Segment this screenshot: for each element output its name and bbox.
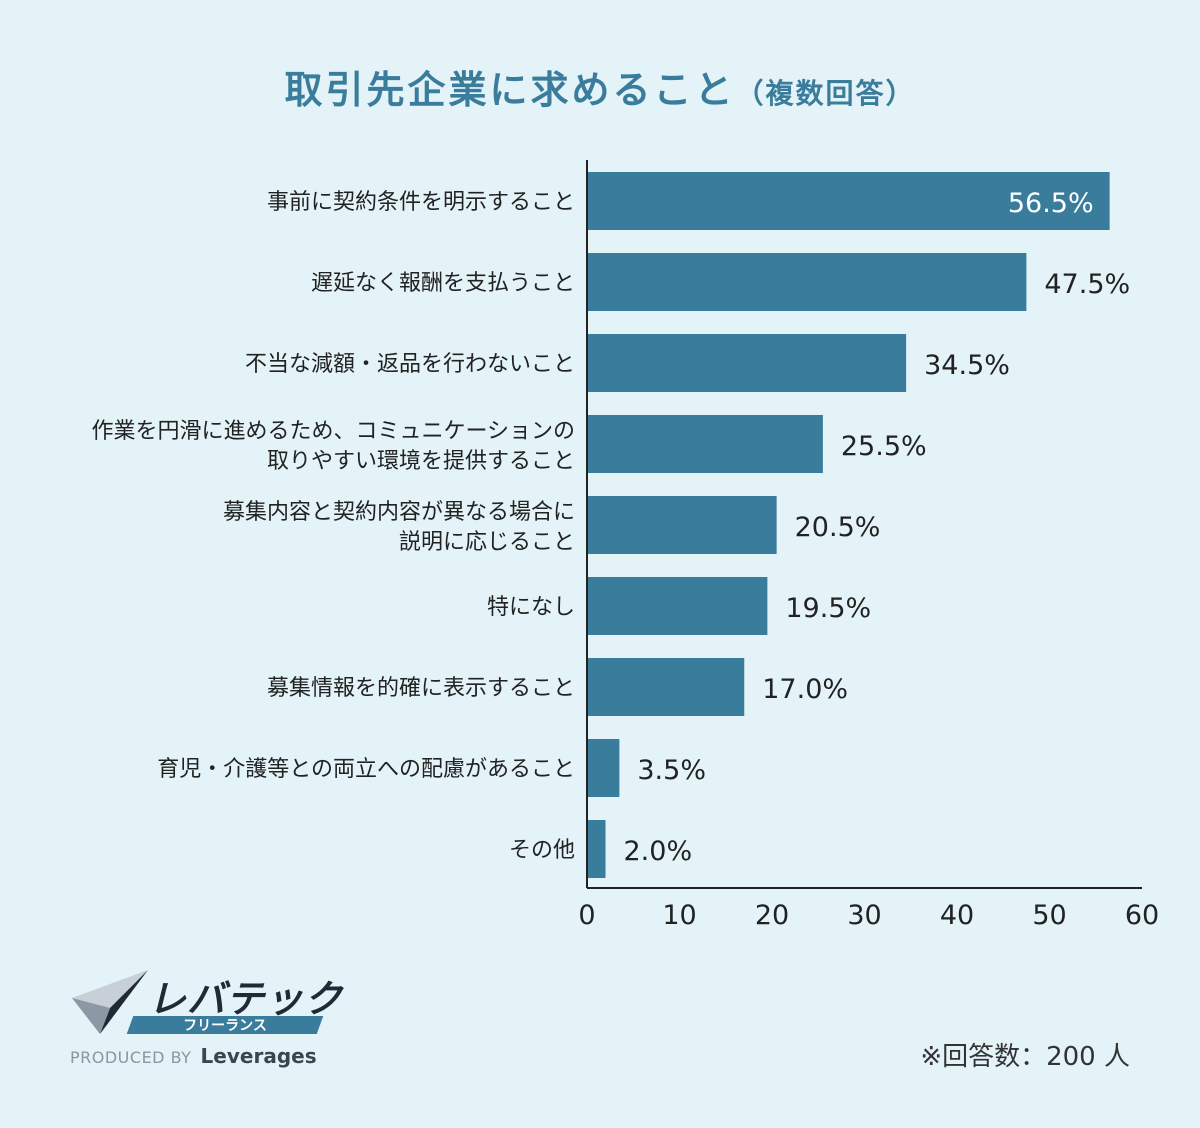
bar-3 <box>587 415 823 473</box>
company-name: Leverages <box>200 1044 317 1068</box>
x-tick-label-6: 60 <box>1125 900 1159 931</box>
paper-plane-icon <box>72 970 148 1034</box>
bar-7 <box>587 739 620 797</box>
value-label-7: 3.5% <box>637 755 706 786</box>
chart-title-sub: （複数回答） <box>735 77 916 110</box>
value-label-8: 2.0% <box>624 836 693 867</box>
value-label-6: 17.0% <box>762 674 848 705</box>
category-label-4-1: 説明に応じること <box>399 530 575 555</box>
category-label-0-0: 事前に契約条件を明示すること <box>267 190 575 215</box>
category-label-6-0: 募集情報を的確に表示すること <box>267 676 575 701</box>
category-label-1-0: 遅延なく報酬を支払うこと <box>311 271 575 296</box>
bar-4 <box>587 496 777 554</box>
value-label-5: 19.5% <box>785 593 871 624</box>
chart-title: 取引先企業に求めること（複数回答） <box>0 62 1200 126</box>
x-tick-label-5: 50 <box>1032 900 1066 931</box>
category-label-3-0: 作業を円滑に進めるため、コミュニケーションの <box>91 419 575 444</box>
logo-name: レバテック <box>148 977 344 1021</box>
value-label-3: 25.5% <box>841 431 927 462</box>
x-tick-label-1: 10 <box>662 900 696 931</box>
category-label-3-1: 取りやすい環境を提供すること <box>267 449 575 474</box>
category-label-4-0: 募集内容と契約内容が異なる場合に <box>223 500 575 525</box>
value-label-1: 47.5% <box>1044 269 1130 300</box>
x-tick-label-3: 30 <box>847 900 881 931</box>
bar-5 <box>587 577 768 635</box>
bar-1 <box>587 253 1027 311</box>
value-label-4: 20.5% <box>795 512 881 543</box>
value-label-2: 34.5% <box>924 350 1010 381</box>
x-tick-label-4: 40 <box>940 900 974 931</box>
category-label-5-0: 特になし <box>487 595 575 620</box>
x-tick-label-0: 0 <box>578 900 595 931</box>
category-label-2-0: 不当な減額・返品を行わないこと <box>245 352 575 377</box>
respondent-count: ※回答数：200 人 <box>920 1042 1130 1072</box>
bar-0 <box>587 172 1110 230</box>
bar-2 <box>587 334 907 392</box>
category-label-7-0: 育児・介護等との両立への配慮があること <box>157 757 575 782</box>
logo-produced-by: PRODUCED BY Leverages <box>70 1044 317 1068</box>
produced-by-label: PRODUCED BY <box>70 1048 192 1067</box>
logo-band-text: フリーランス <box>183 1018 267 1034</box>
category-label-8-0: その他 <box>509 838 575 863</box>
chart-title-main: 取引先企業に求めること <box>284 68 736 112</box>
brand-logo: レバテック フリーランス PRODUCED BY Leverages <box>70 968 360 1078</box>
value-label-0: 56.5% <box>1008 188 1094 219</box>
bar-chart: 事前に契約条件を明示すること 56.5% 遅延なく報酬を支払うこと 47.5% 不当な減… <box>91 160 1159 931</box>
bar-8 <box>587 820 606 878</box>
x-tick-label-2: 20 <box>755 900 789 931</box>
bar-6 <box>587 658 745 716</box>
